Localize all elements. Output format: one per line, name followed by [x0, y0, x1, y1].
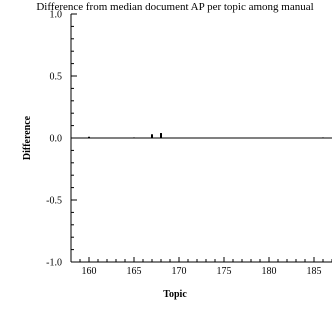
bars	[88, 133, 324, 139]
y-axis-ticks: 1.0 0.5 0.0 -0.5 -1.0	[46, 10, 77, 269]
bar-topic-176	[232, 138, 234, 139]
bar-topic-160	[88, 136, 90, 138]
bar-topic-172	[196, 138, 198, 139]
x-tick-label: 175	[217, 266, 232, 277]
bar-topic-186	[322, 137, 324, 138]
bar-topic-181	[277, 138, 279, 139]
bar-topic-182	[286, 138, 288, 139]
bar-topic-166	[142, 138, 144, 139]
y-tick-label: -0.5	[46, 196, 62, 207]
y-tick-label: 0.0	[50, 134, 63, 145]
y-axis-label: Difference	[22, 115, 33, 160]
bar-topic-163	[115, 138, 117, 139]
chart-title: Difference from median document AP per t…	[36, 1, 313, 13]
bar-topic-185	[313, 138, 315, 139]
bar-topic-179	[259, 138, 261, 139]
bar-topic-168	[160, 133, 162, 138]
bar-topic-171	[187, 138, 189, 139]
bar-topic-170	[178, 138, 180, 139]
bar-topic-161	[97, 138, 99, 139]
x-axis-ticks: 160 165 170 175 180 185	[79, 257, 332, 277]
x-tick-label: 160	[82, 266, 97, 277]
bar-topic-162	[106, 138, 108, 139]
bar-topic-165	[133, 137, 135, 138]
bar-topic-175	[223, 138, 225, 139]
bar-topic-169	[169, 138, 171, 139]
bar-topic-180	[268, 138, 270, 139]
bar-topic-177	[241, 138, 243, 139]
x-tick-label: 185	[307, 266, 322, 277]
bar-topic-164	[124, 138, 126, 139]
x-tick-label: 165	[127, 266, 142, 277]
bar-topic-178	[250, 138, 252, 139]
x-axis-label: Topic	[163, 289, 187, 300]
bar-topic-174	[214, 138, 216, 139]
bar-topic-167	[151, 134, 153, 138]
bar-topic-183	[295, 138, 297, 139]
x-tick-label: 180	[262, 266, 277, 277]
y-tick-label: 1.0	[50, 10, 63, 21]
bar-topic-173	[205, 138, 207, 139]
y-tick-label: -1.0	[46, 258, 62, 269]
y-tick-label: 0.5	[50, 72, 63, 83]
bar-topic-184	[304, 138, 306, 139]
x-tick-label: 170	[172, 266, 187, 277]
